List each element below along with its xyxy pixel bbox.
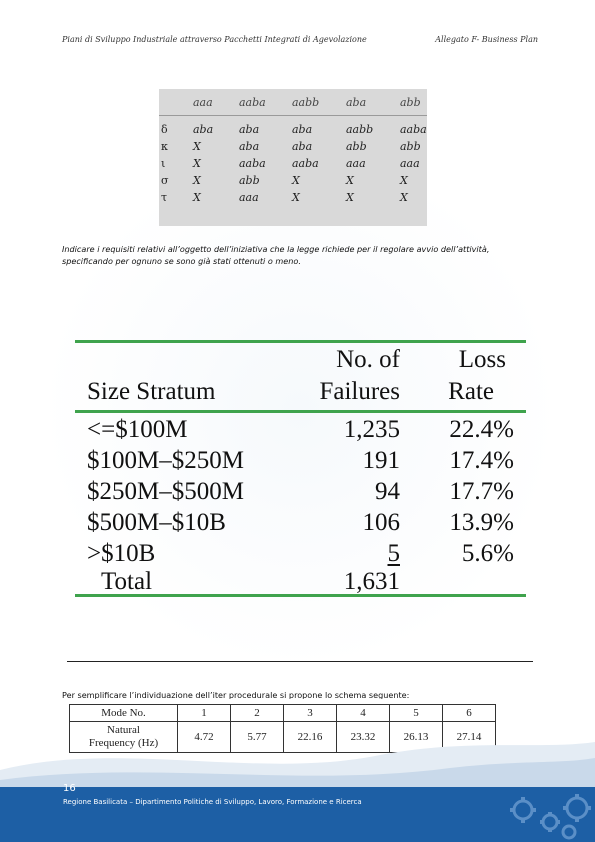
header-right-title: Allegato F- Business Plan xyxy=(435,35,538,44)
table-cell: X xyxy=(193,140,201,153)
table-cell: aaa xyxy=(239,191,259,204)
table-cell: aba xyxy=(239,123,260,136)
table-cell: σ xyxy=(161,174,169,187)
row-failures: 191 xyxy=(362,447,401,474)
column-header: aaba xyxy=(239,95,266,109)
row-stratum: >$10B xyxy=(87,540,156,567)
column-header: abb xyxy=(400,95,421,109)
frequency-cell: 5.77 xyxy=(230,721,284,753)
horizontal-divider xyxy=(67,661,533,662)
gears-icon xyxy=(510,794,591,840)
table-cell: aaba xyxy=(292,157,319,170)
table-bottom-rule xyxy=(75,594,526,597)
table-cell: X xyxy=(346,191,354,204)
table-row: σ X abb X X X xyxy=(159,172,427,189)
row-rate: 5.6% xyxy=(461,540,514,567)
table-cell: aaa xyxy=(346,157,366,170)
table-cell: δ xyxy=(161,123,168,136)
table-row: τ X aaa X X X xyxy=(159,189,427,206)
requirements-paragraph: Indicare i requisiti relativi all’oggett… xyxy=(62,244,490,266)
total-failures: 1,631 xyxy=(343,568,400,595)
column-header: aaa xyxy=(193,95,213,109)
footer-text: Regione Basilicata – Dipartimento Politi… xyxy=(63,798,362,806)
total-label: Total xyxy=(101,568,153,595)
table-cell: aaa xyxy=(400,157,420,170)
mode-label: Mode No. xyxy=(69,704,178,722)
table-cell: abb xyxy=(400,140,421,153)
table-cell: X xyxy=(292,191,300,204)
mode-cell: 1 xyxy=(177,704,231,722)
footer-wave-decoration xyxy=(0,742,595,790)
footer-band xyxy=(0,787,595,842)
table-cell: aaba xyxy=(400,123,427,136)
table-cell: X xyxy=(193,174,201,187)
table-cell: τ xyxy=(161,191,168,204)
natural-frequency-table: Mode No. 1 2 3 4 5 6 Natural Frequency (H… xyxy=(69,704,496,753)
table-row: ι X aaba aaba aaa aaa xyxy=(159,155,427,172)
frequency-label: Natural Frequency (Hz) xyxy=(69,721,178,753)
table-cell: aaba xyxy=(239,157,266,170)
table-header-rule xyxy=(75,410,526,413)
frequency-cell: 23.32 xyxy=(336,721,390,753)
header-left-title: Piani di Sviluppo Industriale attraverso… xyxy=(62,35,367,44)
table-header-row: aaa aaba aabb aba abb xyxy=(159,89,427,115)
table-cell: X xyxy=(400,174,408,187)
table-top-rule xyxy=(75,340,526,343)
row-stratum: <=$100M xyxy=(87,416,188,443)
table-cell: X xyxy=(193,191,201,204)
page-number: 16 xyxy=(63,783,76,794)
table-row: κ X aba aba abb abb xyxy=(159,138,427,155)
column-header xyxy=(159,89,193,115)
row-stratum: $100M–$250M xyxy=(87,447,244,474)
table-cell: aba xyxy=(193,123,214,136)
frequency-label-line1: Natural xyxy=(107,724,140,736)
table-cell: aba xyxy=(292,140,313,153)
table-cell: ι xyxy=(161,157,166,170)
column-header: aba xyxy=(346,95,367,109)
table-row-frequencies: Natural Frequency (Hz) 4.72 5.77 22.16 23… xyxy=(69,721,496,753)
row-failures: 106 xyxy=(362,509,401,536)
table-row: δ aba aba aba aabb aaba xyxy=(159,115,427,138)
table-header-separator xyxy=(159,115,427,116)
table-cell: abb xyxy=(239,174,260,187)
table-cell: X xyxy=(292,174,300,187)
table-cell: aba xyxy=(292,123,313,136)
frequency-cell: 4.72 xyxy=(177,721,231,753)
column-header-rate-line1: Loss xyxy=(458,346,506,373)
row-rate: 22.4% xyxy=(449,416,514,443)
string-transition-table: aaa aaba aabb aba abb δ aba aba aba aabb… xyxy=(159,89,427,226)
mode-cell: 3 xyxy=(283,704,337,722)
table-cell: X xyxy=(400,191,408,204)
mode-cell: 5 xyxy=(389,704,443,722)
row-failures: 5 xyxy=(387,540,401,567)
mode-cell: 2 xyxy=(230,704,284,722)
frequency-cell: 22.16 xyxy=(283,721,337,753)
column-header-rate-line2: Rate xyxy=(448,378,494,405)
row-failures: 94 xyxy=(375,478,400,505)
mode-cell: 6 xyxy=(442,704,496,722)
frequency-label-line2: Frequency (Hz) xyxy=(88,737,159,749)
table-cell: abb xyxy=(346,140,367,153)
table-cell: aabb xyxy=(346,123,374,136)
procedure-paragraph: Per semplificare l’individuazione dell’i… xyxy=(62,690,410,699)
table-cell: X xyxy=(193,157,201,170)
row-stratum: $500M–$10B xyxy=(87,509,226,536)
row-rate: 17.4% xyxy=(449,447,514,474)
row-failures: 1,235 xyxy=(343,416,400,443)
column-header-failures-line2: Failures xyxy=(319,378,400,405)
table-cell: X xyxy=(346,174,354,187)
table-cell: κ xyxy=(161,140,168,153)
table-row-modes: Mode No. 1 2 3 4 5 6 xyxy=(69,704,496,722)
failures-loss-rate-table: No. of Loss Size Stratum Failures Rate <… xyxy=(75,340,526,597)
row-stratum: $250M–$500M xyxy=(87,478,244,505)
row-rate: 17.7% xyxy=(449,478,514,505)
table-cell: aba xyxy=(239,140,260,153)
column-header: aabb xyxy=(292,95,320,109)
mode-cell: 4 xyxy=(336,704,390,722)
column-header-stratum: Size Stratum xyxy=(87,378,216,405)
row-rate: 13.9% xyxy=(449,509,514,536)
column-header-failures-line1: No. of xyxy=(336,346,400,373)
